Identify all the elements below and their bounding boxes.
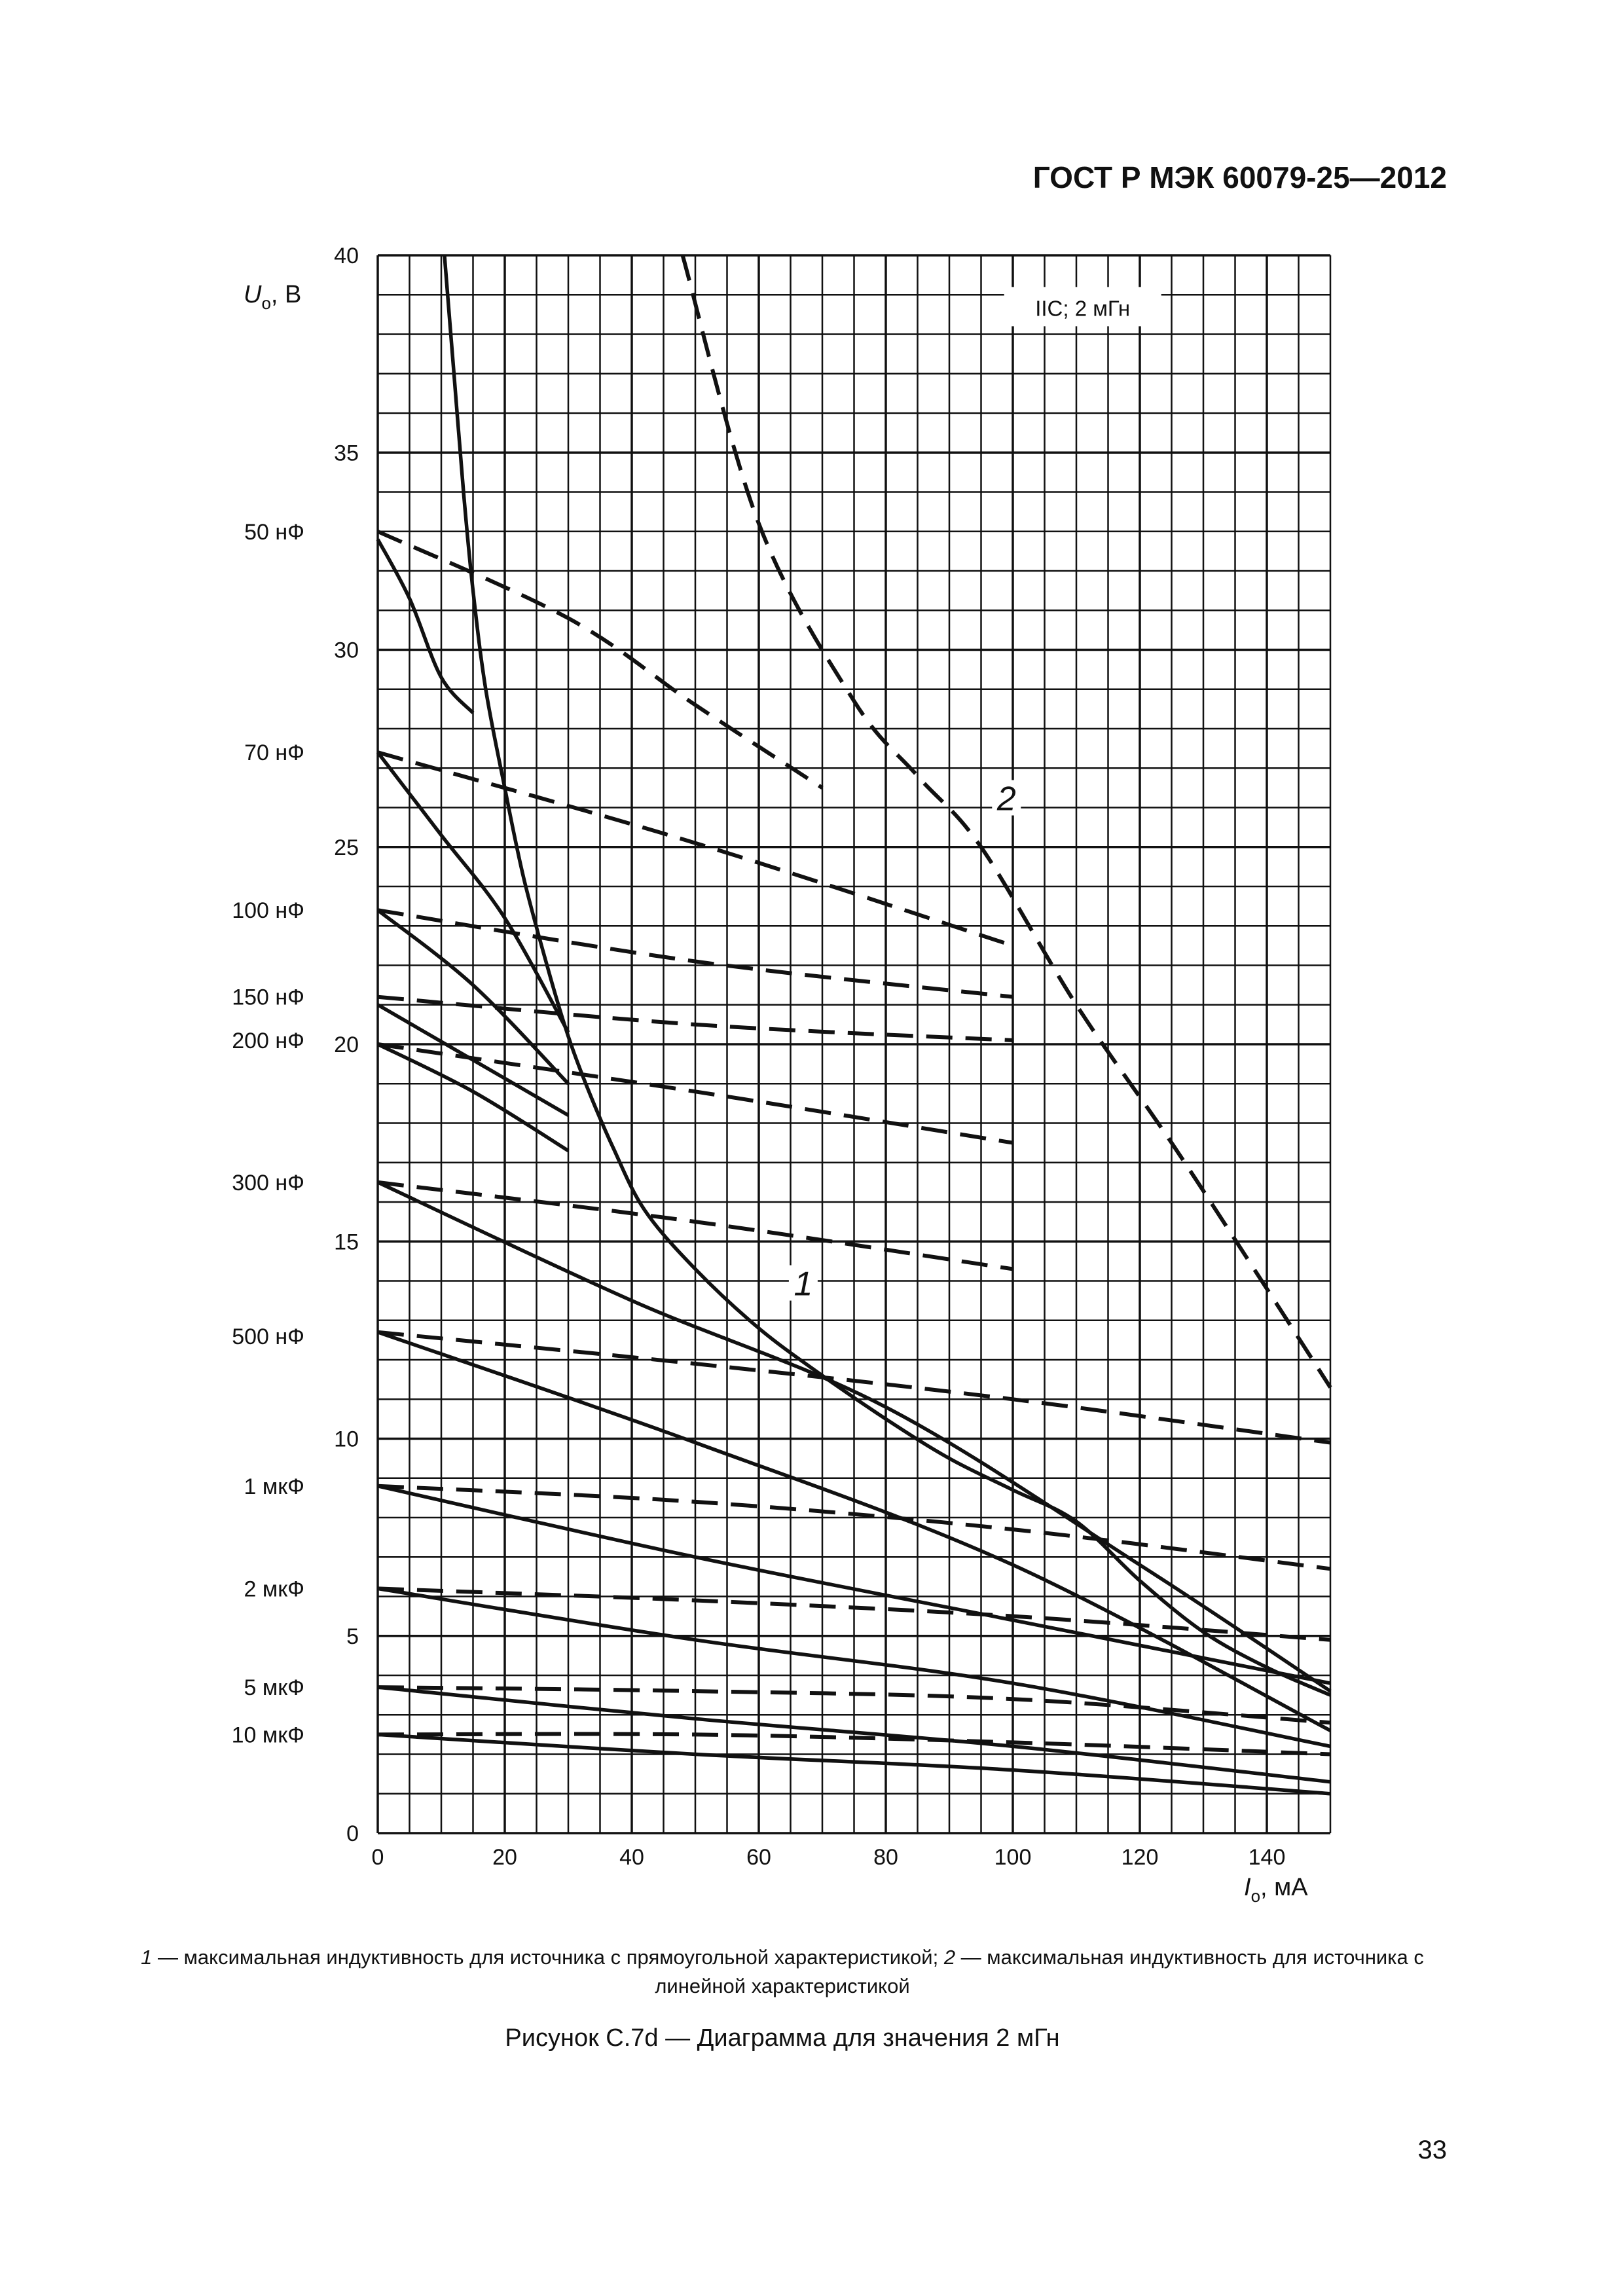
capacitance-labels: 50 нФ 70 нФ 100 нФ 150 нФ 200 нФ 300 нФ 500 нФ… [232,520,304,1748]
y-tick-label: 40 [334,244,359,268]
dashed-curve [376,530,824,790]
tick-labels: 0 5 10 15 20 25 30 35 40 0 20 40 60 80 100 120 140 [334,244,1285,1870]
curve-annotations: 12 [788,780,1021,1303]
legend-item-2-text: — максимальная индуктивность для источни… [655,1946,1424,1997]
capacitance-label: 100 нФ [232,898,304,923]
capacitance-label: 10 мкФ [232,1722,304,1747]
y-tick-label: 15 [334,1230,359,1254]
solid-curve [376,909,570,1085]
capacitance-label: 200 нФ [232,1029,304,1053]
x-tick-label: 60 [746,1845,771,1870]
annotation-backdrop [992,780,1021,816]
capacitance-label: 300 нФ [232,1171,304,1195]
chart-title: IIC; 2 мГн [1035,296,1130,320]
dashed-curve [377,1586,1331,1642]
solid-curve [443,255,1332,1697]
document-header: ГОСТ Р МЭК 60079-25—2012 [1032,160,1447,194]
figure-caption: Рисунок С.7d — Диаграмма для значения 2 … [505,2024,1060,2052]
curve-annotation: 2 [996,780,1016,818]
dashed-curve [377,750,1013,948]
x-tick-label: 100 [994,1845,1032,1870]
dashed-curve [377,1330,1331,1445]
x-tick-label: 140 [1249,1845,1286,1870]
solid-curve [376,1042,570,1153]
legend-item-1-text: — максимальная индуктивность для источни… [152,1946,944,1969]
y-tick-label: 30 [334,638,359,663]
series-group [376,255,1332,1796]
legend-item-1-number: 1 [141,1946,153,1969]
x-tick-label: 80 [873,1845,898,1870]
dashed-curve [377,908,1013,999]
dashed-curve [377,1180,1013,1271]
x-axis-label: Io, мА [1244,1874,1308,1906]
capacitance-label: 70 нФ [244,740,304,765]
solid-curve [377,1732,1331,1796]
y-tick-label: 10 [334,1427,359,1452]
dashed-curve [377,1685,1331,1725]
solid-curve [376,751,570,1034]
x-tick-label: 40 [619,1845,644,1870]
y-tick-label: 5 [346,1624,359,1649]
dashed-curve [680,255,1332,1389]
capacitance-label: 500 нФ [232,1324,304,1349]
y-tick-label: 25 [334,835,359,860]
dashed-curve [377,994,1013,1042]
y-tick-label: 35 [334,441,359,465]
capacitance-label: 150 нФ [232,985,304,1010]
capacitance-label: 50 нФ [244,520,304,545]
page-number: 33 [1417,2136,1448,2164]
y-axis-label: Uo, В [244,281,301,313]
dashed-curve [377,1732,1331,1757]
x-tick-label: 120 [1122,1845,1159,1870]
figure-legend: 1 — максимальная индуктивность для источ… [118,1943,1447,2001]
dashed-curve [377,1484,1331,1571]
solid-curve [377,1586,1331,1749]
legend-item-2-number: 2 [943,1946,956,1969]
y-tick-label: 0 [346,1821,359,1846]
curve-annotation: 1 [793,1266,812,1303]
chart-title-box: IIC; 2 мГн [1004,287,1161,327]
annotation-backdrop [788,1265,818,1301]
solid-curve [377,1484,1331,1685]
x-tick-label: 0 [372,1845,384,1870]
x-tick-label: 20 [492,1845,517,1870]
capacitance-label: 5 мкФ [244,1675,304,1700]
solid-curve [377,1685,1331,1784]
capacitance-label: 2 мкФ [244,1576,304,1601]
y-tick-label: 20 [334,1032,359,1057]
solid-curve [376,1180,1332,1693]
dashed-curve [377,1042,1013,1145]
solid-curve [376,538,475,714]
capacitance-label: 1 мкФ [244,1474,304,1499]
title-backdrop [1004,287,1161,327]
